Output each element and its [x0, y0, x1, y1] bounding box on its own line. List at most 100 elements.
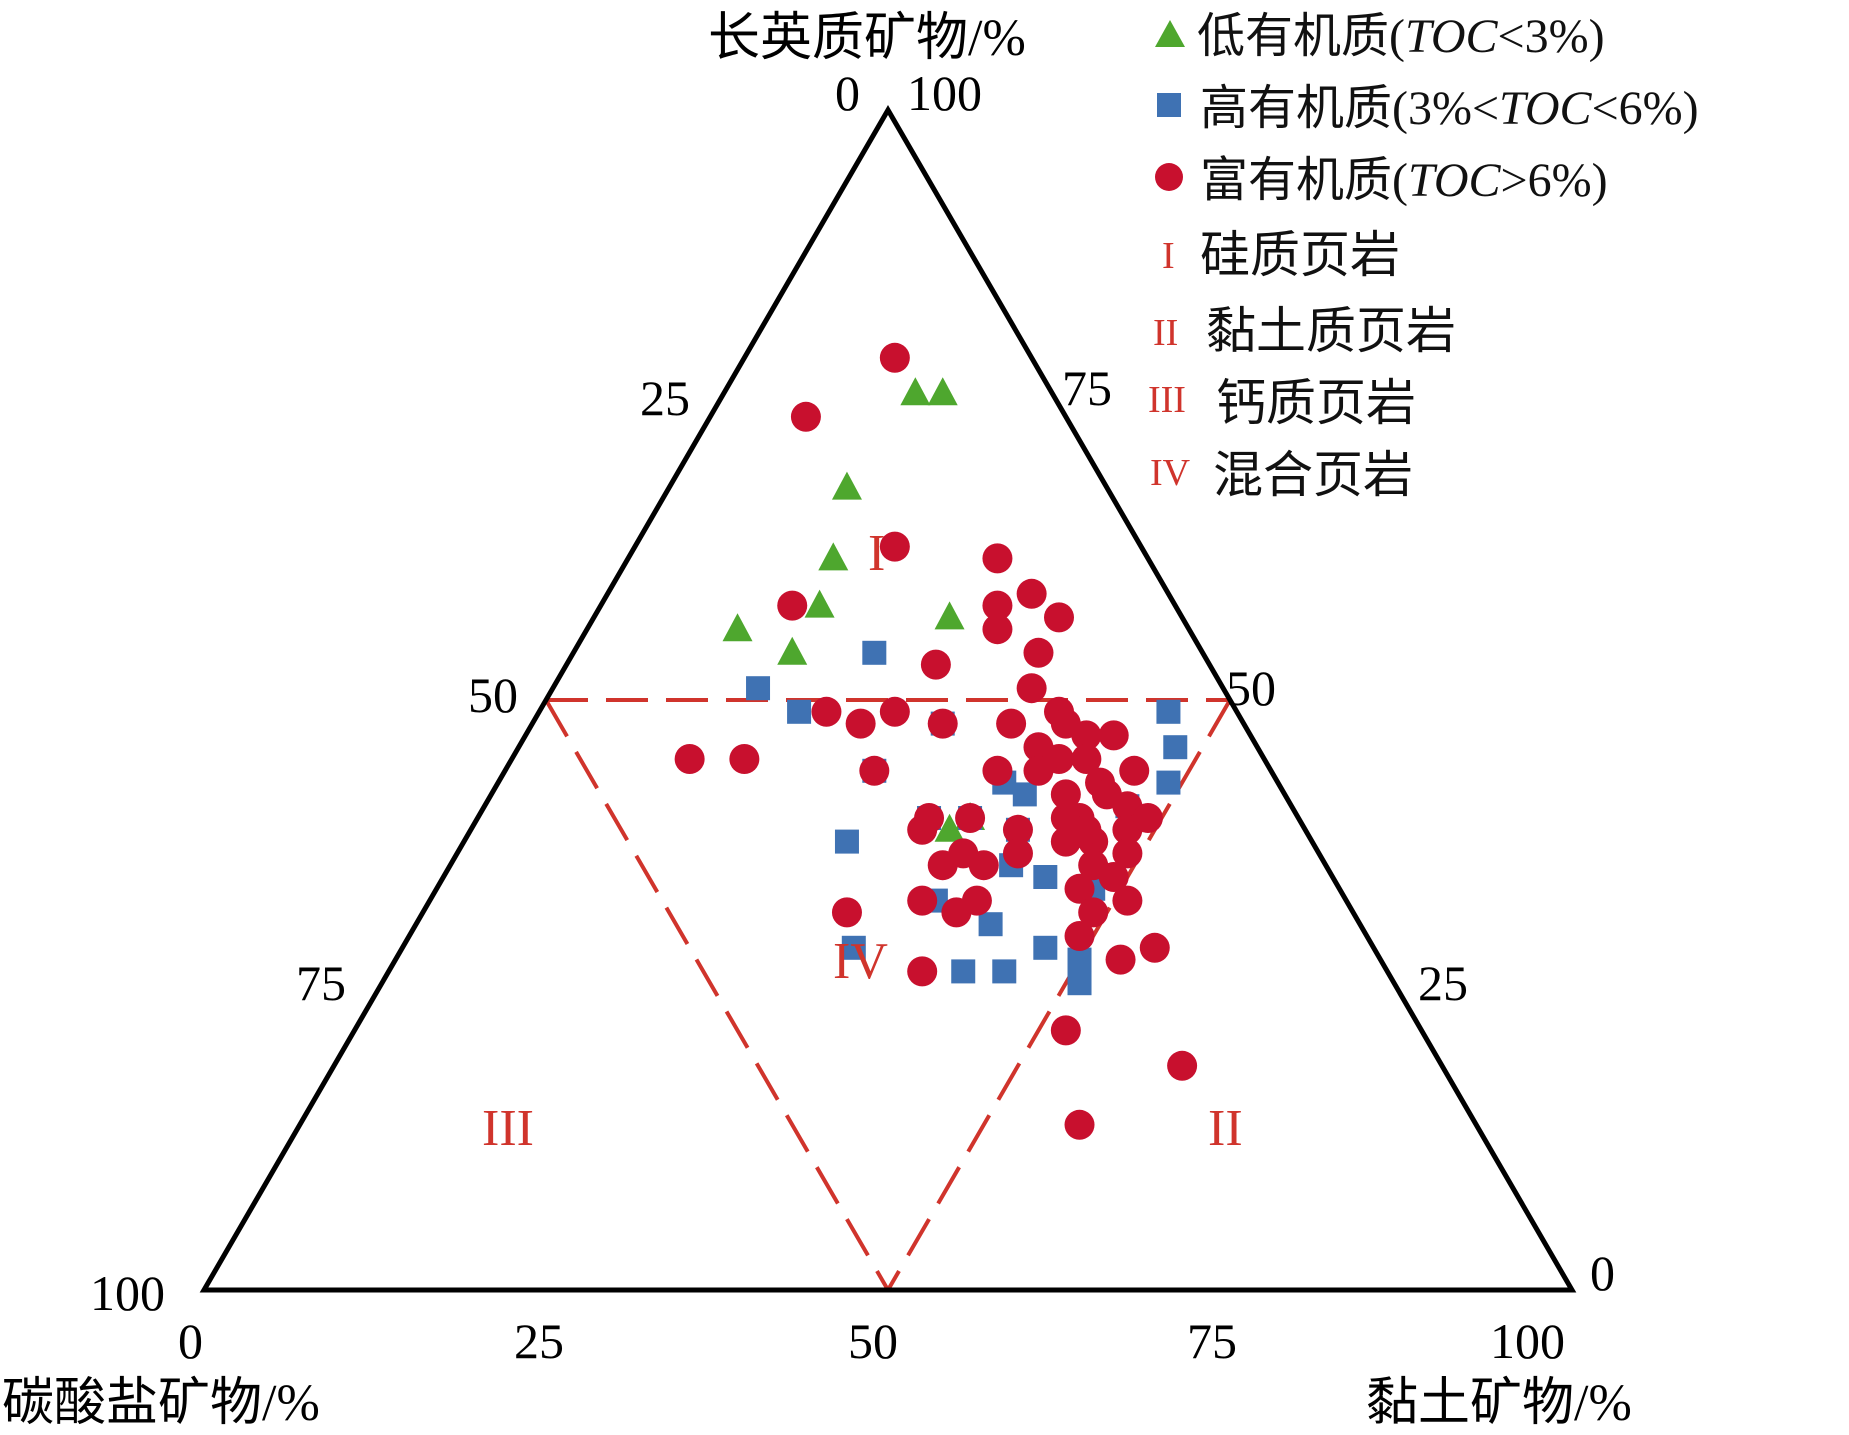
- high-toc-point: [1156, 770, 1181, 795]
- rich-toc-point: [1078, 850, 1109, 881]
- rich-toc-point: [831, 897, 862, 928]
- right-tick-25: 25: [1418, 955, 1468, 1011]
- high-toc-point: [1012, 782, 1037, 807]
- rich-toc-point: [1023, 637, 1054, 668]
- rich-toc-point: [982, 543, 1013, 574]
- zone-boundaries: [544, 698, 1232, 1292]
- legend-zone-I-name: 硅质页岩: [1200, 227, 1400, 283]
- legend-high-toc: 高有机质(3%<TOC<6%): [1200, 82, 1699, 135]
- top-tick-0: 0: [835, 65, 860, 121]
- high-toc-point: [1067, 947, 1092, 972]
- rich-toc-point: [879, 342, 910, 373]
- rich-toc-point: [790, 401, 821, 432]
- zone-boundary-line: [886, 698, 1232, 1292]
- rich-toc-point: [1119, 755, 1150, 786]
- rich-toc-point: [859, 755, 890, 786]
- low-toc-point: [900, 377, 931, 406]
- legend-triangle-marker: [1155, 20, 1185, 47]
- rich-toc-point: [1002, 838, 1033, 869]
- bottom-tick-75: 75: [1187, 1313, 1237, 1369]
- legend-zone-III-numeral: III: [1148, 379, 1186, 421]
- rich-toc-point: [729, 744, 760, 774]
- legend-zone-IV-name: 混合页岩: [1213, 447, 1413, 503]
- rich-toc-point: [1044, 602, 1074, 633]
- legend-zone-III-name: 钙质页岩: [1216, 375, 1416, 431]
- legend-zone-I-numeral: I: [1162, 235, 1175, 277]
- bottom-tick-50: 50: [848, 1313, 898, 1369]
- rich-toc-point: [1071, 744, 1102, 774]
- rich-toc-point: [1139, 932, 1170, 963]
- rich-toc-point: [982, 614, 1013, 645]
- high-toc-point: [1033, 865, 1058, 889]
- bottom-tick-0: 0: [178, 1313, 203, 1369]
- rich-toc-point: [1064, 921, 1095, 951]
- rich-toc-point: [1044, 744, 1074, 774]
- rich-toc-point: [879, 696, 910, 727]
- low-toc-point: [927, 377, 958, 406]
- rich-toc-point: [845, 708, 876, 739]
- data-points: [674, 342, 1198, 1140]
- low-toc-point: [818, 542, 849, 571]
- right-tick-50: 50: [1226, 660, 1276, 716]
- rich-toc-point: [907, 956, 938, 987]
- rich-toc-point: [674, 744, 705, 774]
- rich-toc-point: [1016, 578, 1047, 609]
- legend-square-marker: [1157, 93, 1181, 117]
- high-toc-point: [746, 676, 771, 701]
- legend-circle-marker: [1155, 163, 1183, 191]
- high-toc-point: [1067, 971, 1092, 996]
- low-toc-point: [934, 601, 965, 630]
- rich-toc-point: [1071, 814, 1102, 845]
- bottom-tick-25: 25: [514, 1313, 564, 1369]
- rich-toc-point: [879, 531, 910, 562]
- rich-toc-point: [955, 803, 986, 833]
- rich-toc-point: [941, 897, 972, 928]
- rich-toc-point: [907, 885, 938, 916]
- rich-toc-point: [982, 755, 1013, 786]
- left-axis-title: 碳酸盐矿物/%: [2, 1375, 320, 1432]
- rich-toc-point: [996, 708, 1027, 739]
- rich-toc-point: [1105, 944, 1136, 975]
- rich-toc-point: [1112, 885, 1143, 916]
- rich-toc-point: [1071, 720, 1102, 751]
- rich-toc-point: [1112, 838, 1143, 869]
- high-toc-point: [862, 640, 887, 665]
- high-toc-point: [841, 935, 866, 960]
- top-axis-title: 长英质矿物/%: [708, 10, 1026, 67]
- legend-zone-IV-numeral: IV: [1150, 452, 1191, 494]
- bottom-tick-100: 100: [1490, 1313, 1565, 1369]
- rich-toc-point: [982, 590, 1013, 621]
- rich-toc-point: [777, 590, 808, 621]
- left-tick-50: 50: [468, 667, 518, 723]
- right-axis-title: 黏土矿物/%: [1366, 1375, 1632, 1432]
- high-toc-point: [1163, 735, 1188, 760]
- rich-toc-point: [1016, 673, 1047, 704]
- legend: 低有机质(TOC<3%) 高有机质(3%<TOC<6%) 富有机质(TOC>6%…: [1148, 10, 1699, 503]
- high-toc-point: [992, 959, 1017, 984]
- low-toc-point: [934, 813, 965, 842]
- rich-toc-point: [907, 814, 938, 845]
- legend-zone-II-name: 黏土质页岩: [1206, 303, 1456, 359]
- left-tick-25: 25: [640, 370, 690, 426]
- rich-toc-point: [1064, 1109, 1095, 1140]
- zone-boundary-line: [544, 698, 890, 1292]
- rich-toc-point: [927, 708, 958, 739]
- rich-toc-point: [920, 649, 951, 680]
- rich-toc-point: [1050, 1015, 1081, 1046]
- left-tick-75: 75: [296, 955, 346, 1011]
- rich-toc-point: [1167, 1050, 1198, 1081]
- low-toc-point: [831, 471, 862, 500]
- high-toc-point: [1033, 935, 1058, 960]
- rich-toc-point: [1064, 873, 1095, 904]
- rich-toc-point: [1098, 720, 1129, 751]
- right-tick-75: 75: [1062, 360, 1112, 416]
- zone-label-I: I: [868, 525, 885, 582]
- high-toc-point: [978, 912, 1003, 937]
- high-toc-point: [951, 959, 976, 984]
- right-tick-0: 0: [1590, 1245, 1615, 1301]
- ternary-frame: [199, 105, 1577, 1293]
- zone-label-III: III: [482, 1100, 534, 1157]
- rich-toc-point: [1132, 803, 1163, 833]
- high-toc-point: [834, 829, 859, 854]
